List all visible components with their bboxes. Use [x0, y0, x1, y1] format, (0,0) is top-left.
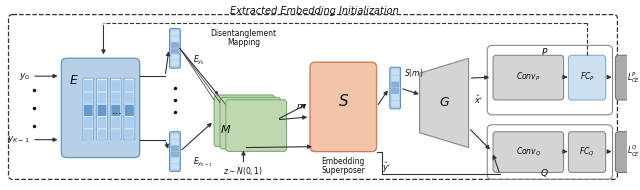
- FancyBboxPatch shape: [98, 117, 106, 128]
- Text: $S(m)$: $S(m)$: [404, 67, 424, 79]
- FancyBboxPatch shape: [61, 58, 140, 158]
- FancyBboxPatch shape: [125, 92, 134, 104]
- FancyBboxPatch shape: [214, 95, 275, 147]
- FancyBboxPatch shape: [125, 117, 134, 128]
- FancyBboxPatch shape: [111, 105, 120, 116]
- FancyBboxPatch shape: [111, 129, 120, 141]
- FancyBboxPatch shape: [84, 105, 93, 116]
- Text: Q: Q: [540, 169, 548, 178]
- FancyBboxPatch shape: [171, 152, 179, 157]
- FancyBboxPatch shape: [493, 132, 564, 173]
- FancyBboxPatch shape: [171, 30, 179, 36]
- FancyBboxPatch shape: [226, 100, 287, 151]
- FancyBboxPatch shape: [616, 132, 640, 173]
- FancyBboxPatch shape: [171, 48, 179, 54]
- FancyBboxPatch shape: [171, 42, 179, 48]
- FancyBboxPatch shape: [111, 80, 120, 91]
- Text: $y_0$: $y_0$: [19, 71, 30, 82]
- FancyBboxPatch shape: [391, 82, 399, 88]
- Text: P: P: [541, 48, 547, 57]
- FancyBboxPatch shape: [98, 92, 106, 104]
- FancyBboxPatch shape: [124, 78, 135, 140]
- FancyBboxPatch shape: [220, 97, 281, 149]
- Text: Embedding: Embedding: [322, 157, 365, 166]
- FancyBboxPatch shape: [98, 129, 106, 141]
- Text: $Conv_P$: $Conv_P$: [516, 71, 541, 83]
- FancyBboxPatch shape: [84, 80, 93, 91]
- Text: E: E: [69, 74, 77, 87]
- Text: Disentanglement: Disentanglement: [211, 29, 276, 38]
- Text: M: M: [221, 125, 230, 135]
- FancyBboxPatch shape: [171, 134, 179, 139]
- Text: Extracted Embedding Initialization: Extracted Embedding Initialization: [230, 6, 398, 16]
- FancyBboxPatch shape: [97, 78, 108, 140]
- FancyBboxPatch shape: [171, 146, 179, 151]
- Text: Superposer: Superposer: [321, 166, 365, 175]
- FancyBboxPatch shape: [616, 55, 640, 100]
- Text: $m$: $m$: [296, 102, 307, 111]
- Polygon shape: [420, 58, 468, 148]
- Text: G: G: [439, 97, 449, 109]
- FancyBboxPatch shape: [111, 117, 120, 128]
- FancyBboxPatch shape: [125, 129, 134, 141]
- FancyBboxPatch shape: [98, 105, 106, 116]
- Text: Mapping: Mapping: [227, 38, 260, 47]
- FancyBboxPatch shape: [568, 132, 605, 173]
- FancyBboxPatch shape: [390, 67, 401, 109]
- Text: $\hat{y}'$: $\hat{y}'$: [383, 160, 391, 175]
- FancyBboxPatch shape: [111, 92, 120, 104]
- FancyBboxPatch shape: [391, 69, 399, 75]
- Text: $FC_P$: $FC_P$: [580, 71, 595, 83]
- FancyBboxPatch shape: [170, 132, 180, 171]
- Text: $E_{y_{K-1}}$: $E_{y_{K-1}}$: [193, 156, 212, 169]
- Text: $y_{K-1}$: $y_{K-1}$: [7, 134, 30, 145]
- Text: $z \sim N(0,1)$: $z \sim N(0,1)$: [223, 165, 264, 177]
- FancyBboxPatch shape: [391, 94, 399, 100]
- Text: $L^{Q}_{CE}$: $L^{Q}_{CE}$: [627, 144, 640, 159]
- FancyBboxPatch shape: [171, 36, 179, 42]
- FancyBboxPatch shape: [171, 158, 179, 163]
- Text: S: S: [339, 94, 348, 109]
- FancyBboxPatch shape: [98, 80, 106, 91]
- FancyBboxPatch shape: [84, 129, 93, 141]
- Text: $E_{y_0}$: $E_{y_0}$: [193, 54, 205, 67]
- FancyBboxPatch shape: [110, 78, 121, 140]
- Text: ...: ...: [112, 106, 123, 116]
- FancyBboxPatch shape: [83, 78, 93, 140]
- FancyBboxPatch shape: [125, 80, 134, 91]
- FancyBboxPatch shape: [171, 164, 179, 169]
- FancyBboxPatch shape: [568, 55, 605, 100]
- FancyBboxPatch shape: [391, 101, 399, 106]
- FancyBboxPatch shape: [125, 105, 134, 116]
- Text: $FC_Q$: $FC_Q$: [579, 145, 595, 158]
- FancyBboxPatch shape: [310, 62, 376, 152]
- Text: $L^{P}_{CE}$: $L^{P}_{CE}$: [627, 70, 640, 85]
- FancyBboxPatch shape: [84, 92, 93, 104]
- FancyBboxPatch shape: [171, 140, 179, 145]
- FancyBboxPatch shape: [171, 60, 179, 66]
- FancyBboxPatch shape: [170, 28, 180, 68]
- FancyBboxPatch shape: [391, 75, 399, 81]
- Text: $\hat{x}'$: $\hat{x}'$: [474, 94, 483, 106]
- Text: $Conv_Q$: $Conv_Q$: [516, 145, 541, 158]
- FancyBboxPatch shape: [391, 88, 399, 94]
- FancyBboxPatch shape: [171, 54, 179, 60]
- FancyBboxPatch shape: [84, 117, 93, 128]
- FancyBboxPatch shape: [493, 55, 564, 100]
